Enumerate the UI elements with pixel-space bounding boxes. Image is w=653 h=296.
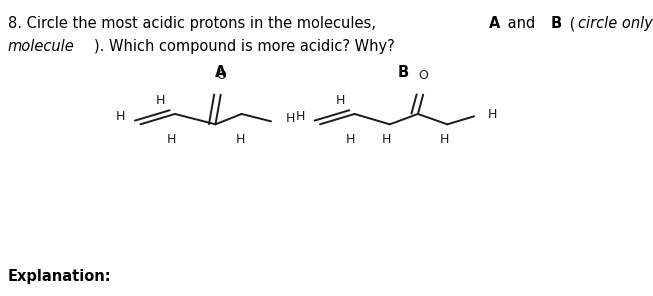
Text: O: O [418,69,428,82]
Text: Explanation:: Explanation: [8,269,112,284]
Text: and: and [503,16,540,31]
Text: H: H [336,94,345,107]
Text: H: H [236,133,245,146]
Text: molecule: molecule [8,39,74,54]
Text: H: H [440,133,449,146]
Text: A: A [215,65,227,80]
Text: H: H [346,133,355,146]
Text: B: B [397,65,409,80]
Text: B: B [550,16,562,31]
Text: H: H [286,112,295,126]
Text: A: A [488,16,500,31]
Text: circle only one for each: circle only one for each [579,16,653,31]
Text: H: H [167,133,176,146]
Text: 8. Circle the most acidic protons in the molecules,: 8. Circle the most acidic protons in the… [8,16,380,31]
Text: ). Which compound is more acidic? Why?: ). Which compound is more acidic? Why? [94,39,394,54]
Text: H: H [156,94,165,107]
Text: O: O [215,69,226,82]
Text: H: H [116,110,125,123]
Text: H: H [382,133,391,146]
Text: H: H [488,108,497,121]
Text: H: H [296,110,305,123]
Text: (: ( [565,16,575,31]
